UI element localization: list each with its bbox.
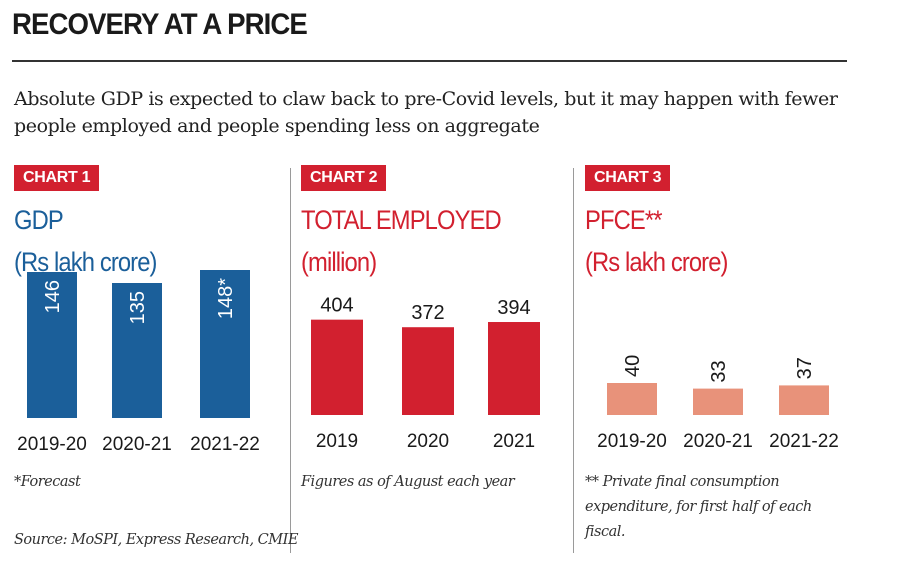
chart-2-note: Figures as of August each year xyxy=(301,474,515,490)
chart-1-category-label-2: 2020-21 xyxy=(102,434,172,455)
headline: RECOVERY AT A PRICE xyxy=(12,8,308,41)
chart-1-value-label-3: 148* xyxy=(215,278,237,319)
chart-3-plot: 40 2019-20 33 2020-21 37 2021-22 xyxy=(597,355,839,452)
chart-1-note: *Forecast xyxy=(14,474,81,490)
chart-3-bar-1 xyxy=(607,383,657,415)
chart-1-value-label-2: 135 xyxy=(127,291,149,324)
chart-2-category-label-3: 2021 xyxy=(493,431,535,452)
chart-1-value-label-1: 146 xyxy=(42,280,64,313)
chart-3-unit: (Rs lakh crore) xyxy=(585,247,728,277)
chart-3-bar-3 xyxy=(779,385,829,415)
chart-1-bar-3 xyxy=(200,270,250,418)
panel-separator-2 xyxy=(573,168,574,553)
chart-2-badge: CHART 2 xyxy=(301,165,387,191)
chart-2-bar-1 xyxy=(311,319,363,415)
panel-separator-1 xyxy=(290,168,291,553)
source-note: Source: MoSPI, Express Research, CMIE xyxy=(14,532,298,548)
chart-3-bar-2 xyxy=(693,388,743,415)
chart-1-bar-2 xyxy=(112,283,162,418)
chart-2-bar-2 xyxy=(402,327,454,415)
chart-3-note: ** Private final consumption expenditure… xyxy=(585,474,812,540)
chart-3-category-label-3: 2021-22 xyxy=(769,431,839,452)
chart-2-value-label-3: 394 xyxy=(497,297,530,319)
chart-2-bar-3 xyxy=(488,322,540,415)
chart-2-category-label-1: 2019 xyxy=(316,431,358,452)
chart-1-badge: CHART 1 xyxy=(14,165,100,191)
chart-3-value-label-2: 33 xyxy=(708,360,730,382)
chart-2-plot: 404 2019 372 2020 394 2021 xyxy=(311,295,540,452)
subtitle: Absolute GDP is expected to claw back to… xyxy=(14,88,838,137)
chart-3-value-label-3: 37 xyxy=(794,357,816,379)
chart-1-bar-1 xyxy=(27,272,77,418)
chart-3-category-label-2: 2020-21 xyxy=(683,431,753,452)
chart-2-category-label-2: 2020 xyxy=(407,431,449,452)
chart-3-title: PFCE** xyxy=(585,205,662,235)
chart-2-value-label-2: 372 xyxy=(411,302,444,324)
chart-1-title: GDP xyxy=(14,205,64,235)
chart-2-value-label-1: 404 xyxy=(320,295,353,317)
chart-3-badge: CHART 3 xyxy=(585,165,671,191)
chart-2-unit: (million) xyxy=(301,247,377,277)
chart-1-plot: 146 2019-20 135 2020-21 148* 2021-22 xyxy=(17,270,260,455)
headline-rule xyxy=(12,60,847,62)
chart-3-value-label-1: 40 xyxy=(622,355,644,377)
chart-1-category-label-3: 2021-22 xyxy=(190,434,260,455)
chart-2-title: TOTAL EMPLOYED xyxy=(301,205,502,235)
chart-3-category-label-1: 2019-20 xyxy=(597,431,667,452)
chart-1-category-label-1: 2019-20 xyxy=(17,434,87,455)
